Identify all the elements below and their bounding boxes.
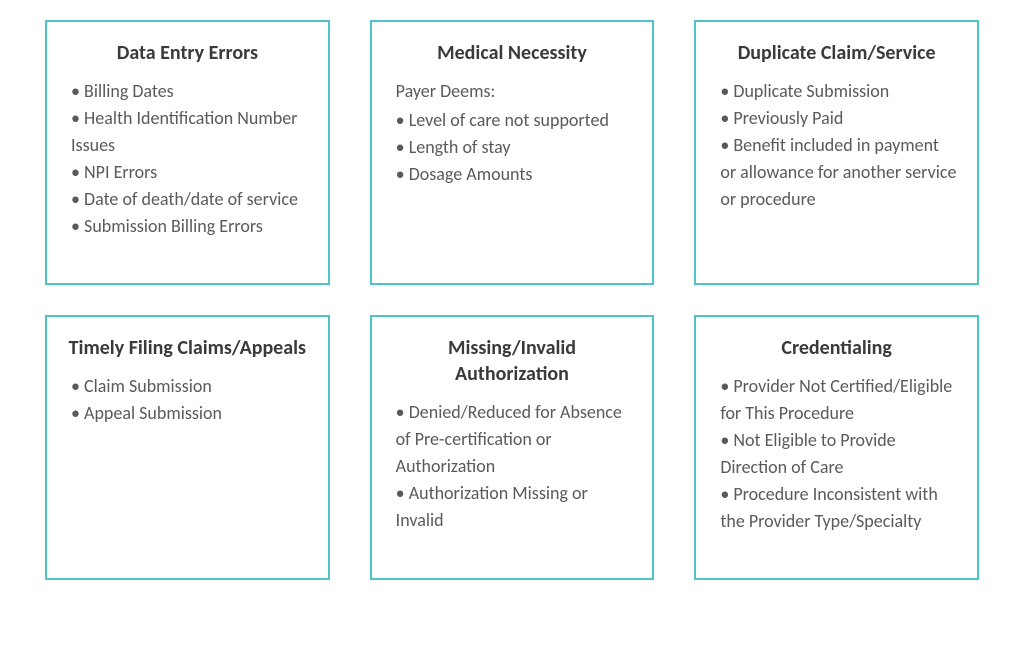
card-prefix: Payer Deems: [396,78,633,105]
card-item: • Previously Paid [720,105,957,132]
card-item: • NPI Errors [71,159,308,186]
card-medical-necessity: Medical Necessity Payer Deems: • Level o… [370,20,655,285]
card-item: • Provider Not Certified/Eligible for Th… [720,373,957,427]
card-title: Duplicate Claim/Service [696,22,977,78]
card-item: • Billing Dates [71,78,308,105]
card-item: • Date of death/date of service [71,186,308,213]
card-data-entry-errors: Data Entry Errors • Billing Dates • Heal… [45,20,330,285]
card-item: • Length of stay [396,134,633,161]
card-credentialing: Credentialing • Provider Not Certified/E… [694,315,979,580]
card-timely-filing: Timely Filing Claims/Appeals • Claim Sub… [45,315,330,580]
card-item: • Authorization Missing or Invalid [396,480,633,534]
card-body: • Denied/Reduced for Absence of Pre-cert… [372,399,653,554]
card-item: • Denied/Reduced for Absence of Pre-cert… [396,399,633,480]
card-item: • Appeal Submission [71,400,308,427]
card-body: Payer Deems: • Level of care not support… [372,78,653,208]
card-title: Credentialing [696,317,977,373]
card-duplicate-claim: Duplicate Claim/Service • Duplicate Subm… [694,20,979,285]
card-item: • Not Eligible to Provide Direction of C… [720,427,957,481]
card-missing-authorization: Missing/Invalid Authorization • Denied/R… [370,315,655,580]
card-body: • Provider Not Certified/Eligible for Th… [696,373,977,555]
card-grid: Data Entry Errors • Billing Dates • Heal… [45,20,979,580]
card-body: • Billing Dates • Health Identification … [47,78,328,260]
card-title: Medical Necessity [372,22,653,78]
card-title: Data Entry Errors [47,22,328,78]
card-title: Missing/Invalid Authorization [372,317,653,399]
card-body: • Claim Submission • Appeal Submission [47,373,328,447]
card-item: • Health Identification Number Issues [71,105,308,159]
card-item: • Submission Billing Errors [71,213,308,240]
card-item: • Procedure Inconsistent with the Provid… [720,481,957,535]
card-item: • Duplicate Submission [720,78,957,105]
card-item: • Claim Submission [71,373,308,400]
card-item: • Benefit included in payment or allowan… [720,132,957,213]
card-body: • Duplicate Submission • Previously Paid… [696,78,977,233]
card-item: • Dosage Amounts [396,161,633,188]
card-title: Timely Filing Claims/Appeals [47,317,328,373]
card-item: • Level of care not supported [396,107,633,134]
